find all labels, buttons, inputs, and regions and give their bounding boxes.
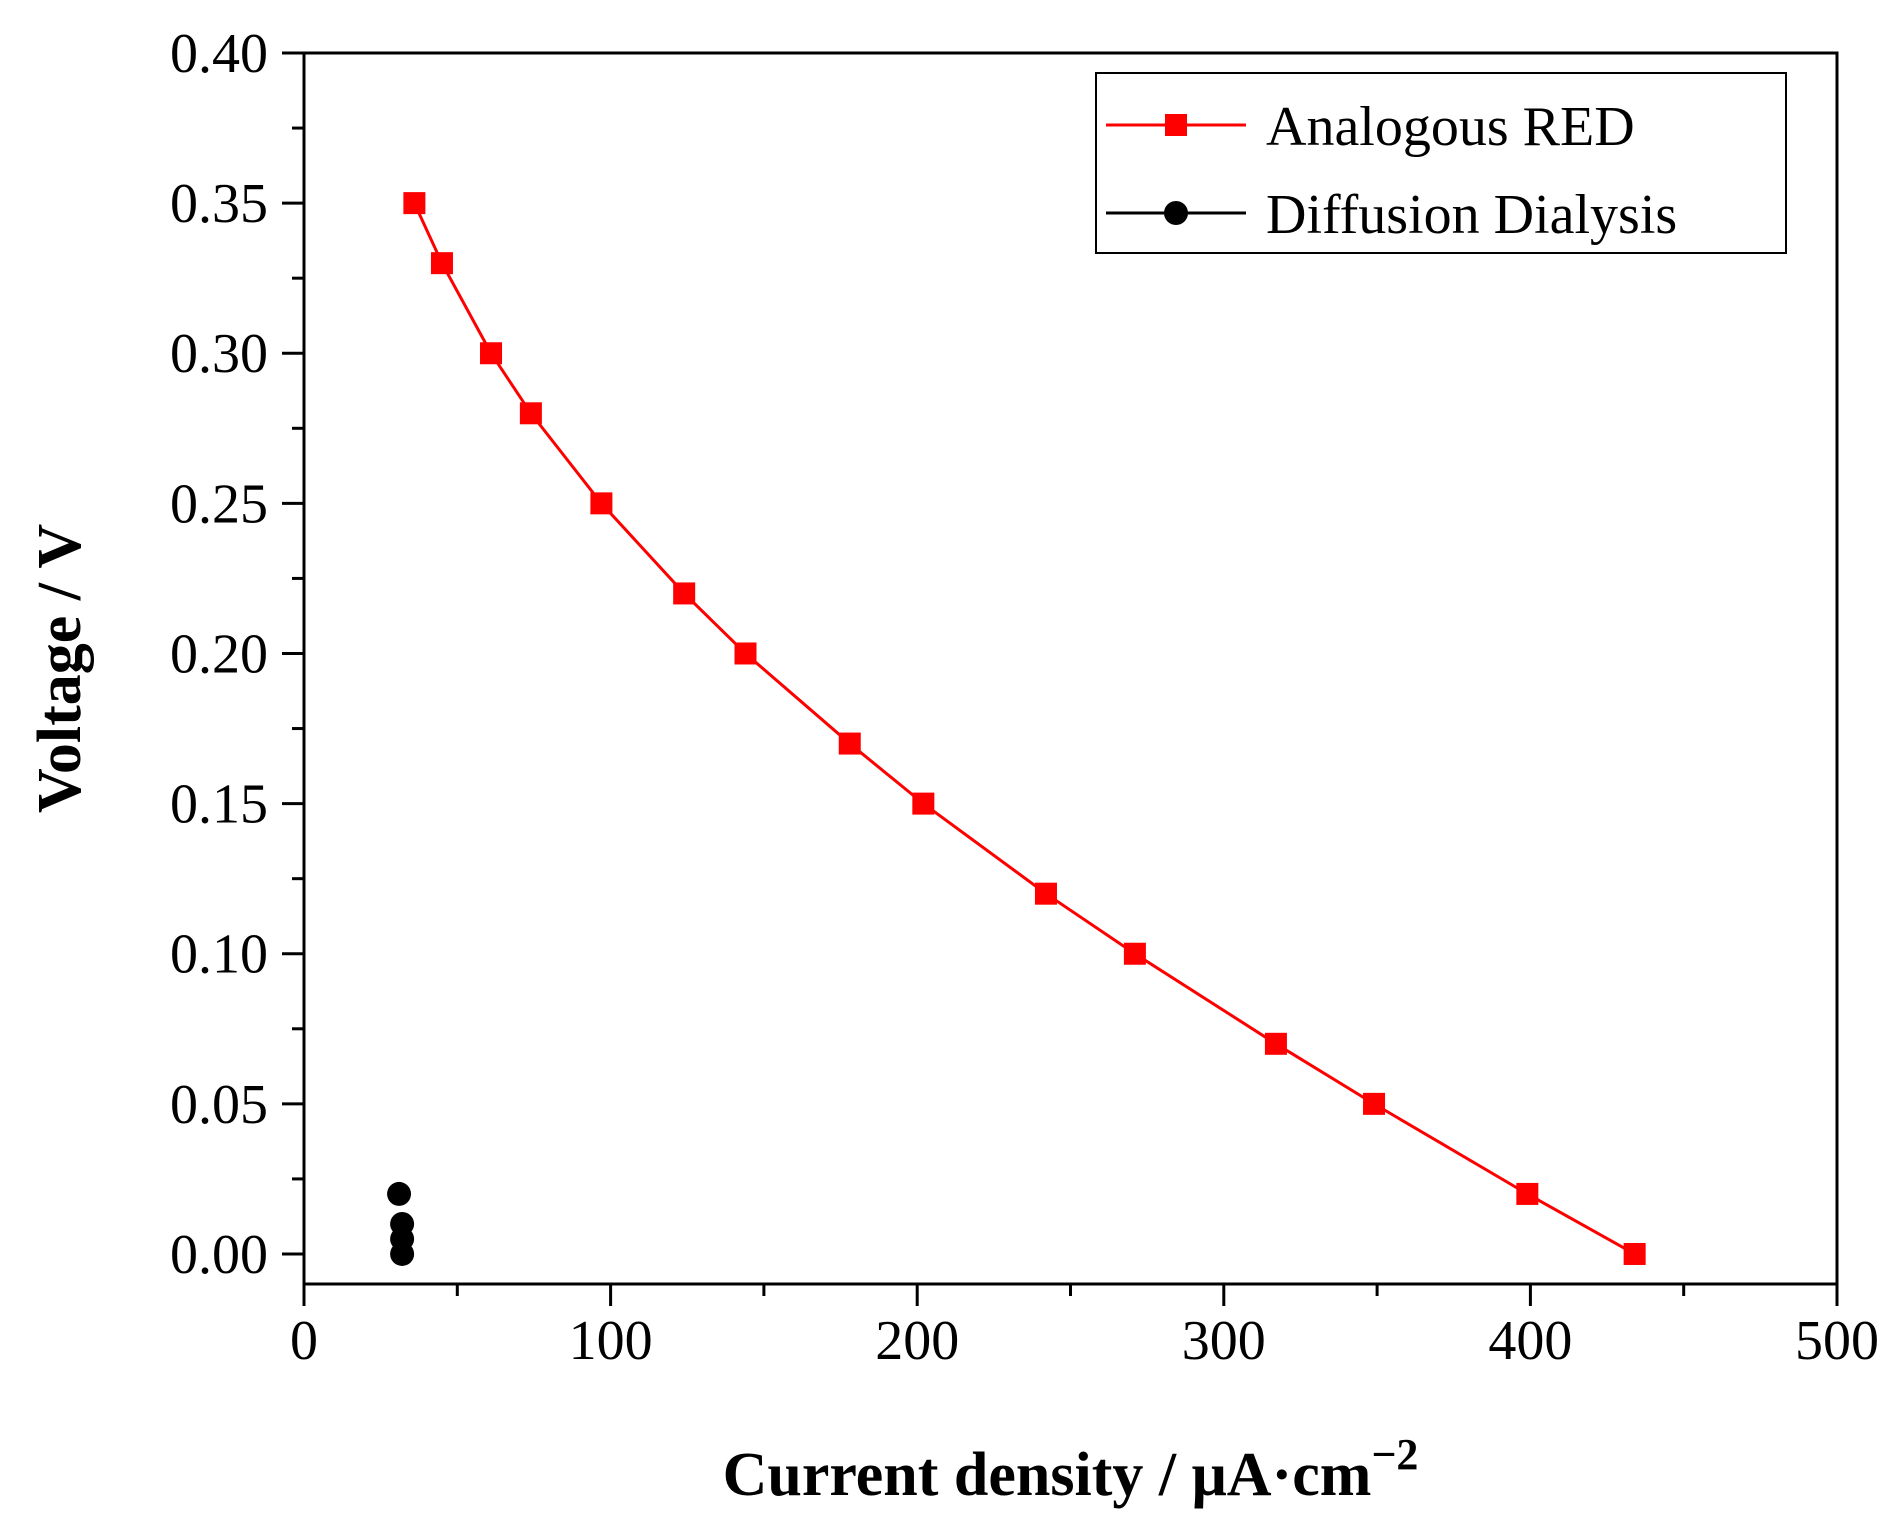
y-tick-label: 0.00 bbox=[170, 1224, 268, 1286]
data-point bbox=[1363, 1092, 1386, 1115]
data-point bbox=[1516, 1182, 1539, 1205]
x-axis-title-text: Current density / μA·cm bbox=[723, 1441, 1372, 1509]
x-tick-label: 300 bbox=[1182, 1310, 1266, 1372]
data-point bbox=[1623, 1242, 1646, 1265]
x-axis-title-superscript: −2 bbox=[1371, 1430, 1418, 1479]
x-tick-label: 0 bbox=[290, 1310, 318, 1372]
series-line bbox=[413, 202, 1636, 1256]
legend-item: Analogous RED bbox=[1106, 96, 1635, 158]
legend-marker bbox=[1164, 201, 1188, 225]
legend-label: Analogous RED bbox=[1266, 96, 1635, 158]
data-point bbox=[403, 192, 426, 215]
x-tick-label: 400 bbox=[1488, 1310, 1572, 1372]
legend-label: Diffusion Dialysis bbox=[1266, 184, 1677, 246]
data-point bbox=[390, 1241, 415, 1266]
data-point bbox=[1123, 942, 1146, 965]
y-tick-label: 0.20 bbox=[170, 623, 268, 685]
data-point bbox=[430, 252, 453, 275]
plot-area bbox=[387, 192, 1646, 1266]
y-tick-label: 0.30 bbox=[170, 323, 268, 385]
data-point bbox=[1264, 1032, 1287, 1055]
data-point bbox=[590, 492, 613, 515]
legend-box bbox=[1095, 72, 1787, 254]
series-analogous-red bbox=[403, 192, 1646, 1265]
legend-marker bbox=[1165, 114, 1187, 136]
data-point bbox=[838, 732, 861, 755]
axes: 0 100 200 300 400 500 0.00 0.05 0.10 0.15 0.20 0.25… bbox=[170, 23, 1879, 1372]
series-diffusion-dialysis bbox=[387, 1181, 415, 1266]
data-point bbox=[480, 342, 503, 365]
x-tick-label: 100 bbox=[569, 1310, 653, 1372]
x-axis-title: Current density / μA·cm−2 bbox=[723, 1430, 1419, 1509]
y-tick-label: 0.35 bbox=[170, 173, 268, 235]
legend-item: Diffusion Dialysis bbox=[1106, 184, 1677, 246]
data-point bbox=[519, 402, 542, 425]
y-tick-label: 0.10 bbox=[170, 924, 268, 986]
x-tick-label: 200 bbox=[875, 1310, 959, 1372]
y-tick-label: 0.15 bbox=[170, 774, 268, 836]
x-tick-label: 500 bbox=[1795, 1310, 1879, 1372]
data-point bbox=[912, 792, 935, 815]
data-point bbox=[673, 582, 696, 605]
data-point bbox=[387, 1181, 412, 1206]
data-point bbox=[1034, 882, 1057, 905]
y-tick-label: 0.05 bbox=[170, 1074, 268, 1136]
y-tick-label: 0.25 bbox=[170, 473, 268, 535]
y-tick-label: 0.40 bbox=[170, 23, 268, 85]
legend: Analogous RED Diffusion Dialysis bbox=[1095, 72, 1787, 254]
y-axis-title: Voltage / V bbox=[26, 524, 94, 814]
data-point bbox=[734, 642, 757, 665]
